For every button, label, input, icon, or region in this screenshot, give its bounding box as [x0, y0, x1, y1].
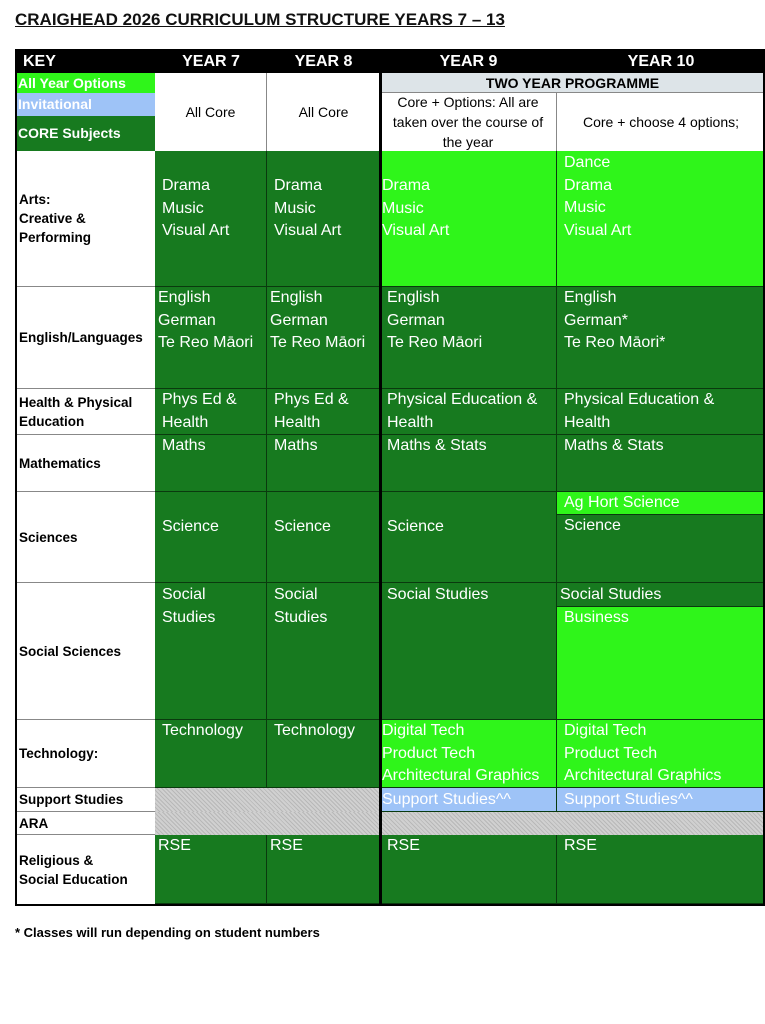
social-year-10-option: Business — [557, 607, 765, 720]
english-year-10: English German* Te Reo Māori* — [557, 287, 765, 389]
health-year-10: Physical Education & Health — [557, 389, 765, 435]
two-year-programme-banner: TWO YEAR PROGRAMME — [380, 73, 765, 93]
two-year-divider — [379, 50, 382, 906]
tech-year-9: Digital Tech Product Tech Architectural … — [380, 720, 557, 788]
row-label-english: English/Languages — [15, 287, 155, 389]
row-label-sciences: Sciences — [15, 492, 155, 583]
year-9-intro: Core + Options: All are taken over the c… — [380, 93, 557, 151]
social-year-9: Social Studies — [380, 583, 557, 720]
tech-year-8: Technology — [267, 720, 380, 788]
health-year-9: Physical Education & Health — [380, 389, 557, 435]
arts-year-8: Drama Music Visual Art — [267, 151, 380, 287]
row-label-technology: Technology: — [15, 720, 155, 788]
header-key: KEY — [15, 50, 155, 73]
arts-year-10: Dance Drama Music Visual Art — [557, 151, 765, 287]
page-title: CRAIGHEAD 2026 CURRICULUM STRUCTURE YEAR… — [15, 10, 505, 29]
support-years-7-8-unavailable — [155, 788, 380, 812]
sciences-year-10: Science — [557, 515, 765, 583]
maths-year-7: Maths — [155, 435, 267, 492]
footnote: * Classes will run depending on student … — [15, 925, 320, 940]
tech-year-10: Digital Tech Product Tech Architectural … — [557, 720, 765, 788]
sciences-year-7: Science — [155, 492, 267, 583]
row-label-ara: ARA — [15, 812, 155, 835]
sciences-year-8: Science — [267, 492, 380, 583]
key-invitational: Invitational — [15, 93, 155, 116]
header-year-8: YEAR 8 — [267, 50, 380, 73]
rse-year-7: RSE — [155, 835, 267, 904]
health-year-8: Phys Ed & Health — [267, 389, 380, 435]
row-label-rse: Religious & Social Education — [15, 835, 155, 904]
header-year-9: YEAR 9 — [380, 50, 557, 73]
social-year-8: Social Studies — [267, 583, 380, 720]
english-year-8: English German Te Reo Māori — [267, 287, 380, 389]
year-7-intro: All Core — [155, 73, 267, 151]
support-year-9: Support Studies^^ — [380, 788, 557, 812]
key-core-subjects: CORE Subjects — [15, 116, 155, 151]
health-year-7: Phys Ed & Health — [155, 389, 267, 435]
tech-year-7: Technology — [155, 720, 267, 788]
sciences-year-10-option: Ag Hort Science — [557, 492, 765, 515]
sciences-year-9: Science — [380, 492, 557, 583]
rse-year-10: RSE — [557, 835, 765, 904]
social-year-10: Social Studies — [557, 583, 765, 607]
maths-year-10: Maths & Stats — [557, 435, 765, 492]
ara-unavailable — [155, 812, 765, 835]
rse-year-8: RSE — [267, 835, 380, 904]
header-year-7: YEAR 7 — [155, 50, 267, 73]
row-label-support-studies: Support Studies — [15, 788, 155, 812]
arts-year-7: Drama Music Visual Art — [155, 151, 267, 287]
row-label-social-sciences: Social Sciences — [15, 583, 155, 720]
maths-year-8: Maths — [267, 435, 380, 492]
row-label-arts: Arts: Creative & Performing — [15, 151, 155, 287]
row-label-maths: Mathematics — [15, 435, 155, 492]
english-year-7: English German Te Reo Māori — [155, 287, 267, 389]
rse-year-9: RSE — [380, 835, 557, 904]
social-year-7: Social Studies — [155, 583, 267, 720]
header-year-10: YEAR 10 — [557, 50, 765, 73]
support-year-10: Support Studies^^ — [557, 788, 765, 812]
year-8-intro: All Core — [298, 104, 349, 120]
key-all-year-options: All Year Options — [15, 73, 155, 93]
arts-year-9: Drama Music Visual Art — [380, 151, 557, 287]
english-year-9: English German Te Reo Māori — [380, 287, 557, 389]
year-10-intro: Core + choose 4 options; — [582, 114, 740, 130]
row-label-health: Health & Physical Education — [15, 389, 155, 435]
maths-year-9: Maths & Stats — [380, 435, 557, 492]
